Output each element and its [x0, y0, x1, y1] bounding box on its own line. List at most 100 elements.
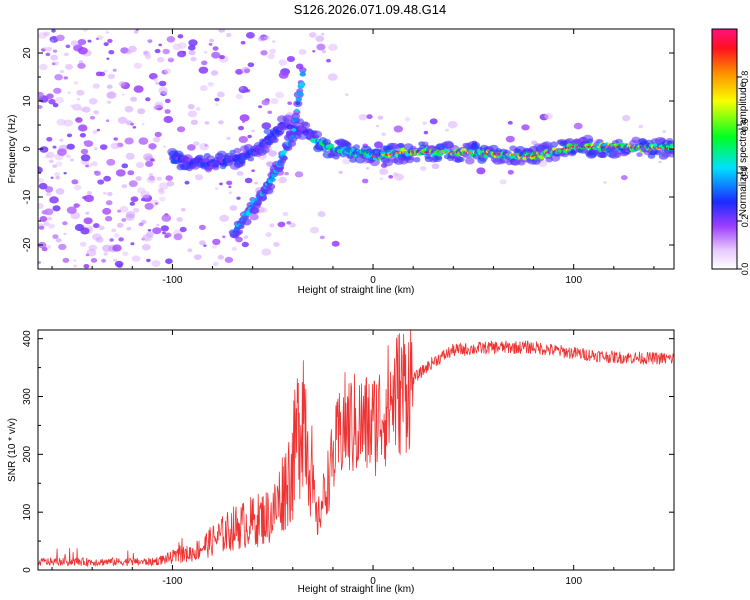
heatmap-cell	[58, 243, 67, 251]
heatmap-cell	[38, 182, 48, 190]
heatmap-cell	[447, 120, 458, 129]
heatmap-cell	[55, 175, 60, 180]
heatmap-cell	[65, 44, 71, 49]
heatmap-cell	[379, 177, 384, 181]
heatmap-cell	[177, 126, 186, 133]
heatmap-cell	[379, 168, 389, 175]
snr-ytick-label: 300	[22, 388, 33, 405]
heatmap-cell	[102, 244, 112, 252]
heatmap-cell	[135, 176, 142, 181]
heatmap-cell	[268, 150, 277, 157]
colorbar: 0.0 0.2 0.4 0.6 0.8 Normalized spectral ampl…	[711, 28, 750, 275]
heatmap-cell	[358, 114, 368, 121]
heatmap-cell	[56, 118, 66, 126]
heatmap-cell	[80, 148, 89, 155]
heatmap-cell	[225, 32, 232, 38]
heatmap-cell	[89, 115, 96, 120]
heatmap-cell	[199, 240, 206, 246]
heatmap-cell	[62, 221, 68, 226]
heatmap-cell	[249, 213, 259, 221]
heatmap-cell	[70, 158, 74, 162]
heatmap-cell	[299, 71, 306, 77]
heatmap-cell	[278, 71, 289, 79]
heatmap-cell	[85, 211, 90, 215]
snr-frame	[37, 329, 675, 571]
heatmap-cell	[158, 190, 165, 195]
heatmap-cell	[50, 39, 55, 42]
heatmap-cell	[311, 130, 323, 139]
heatmap-cell	[275, 91, 285, 99]
heatmap-cell	[121, 184, 128, 189]
heatmap-cell	[331, 240, 340, 247]
heatmap-cell	[113, 258, 118, 262]
colorbar-tick-label: 0.4	[740, 167, 750, 180]
heatmap-cell	[317, 211, 326, 218]
snr-xlabel: Height of straight line (km)	[298, 584, 415, 595]
snr-series-line	[38, 330, 674, 568]
heatmap-cell	[153, 77, 159, 82]
heatmap-cell	[152, 227, 162, 235]
heatmap-cell	[281, 155, 288, 161]
heatmap-cell	[298, 49, 307, 55]
heatmap-cell	[247, 134, 252, 139]
heatmap-cell	[638, 124, 644, 129]
heatmap-cell	[109, 238, 114, 242]
heatmap-cell	[222, 235, 226, 239]
heatmap-cell	[210, 70, 219, 76]
heatmap-cell	[65, 154, 71, 159]
heatmap-cell	[84, 194, 94, 203]
snr-xtick-label: 100	[565, 576, 582, 587]
heatmap-cell	[83, 217, 93, 225]
heatmap-cell	[476, 167, 486, 175]
heatmap-cell	[55, 161, 63, 167]
heatmap-cell	[57, 148, 67, 156]
heatmap-cell	[138, 137, 149, 145]
heatmap-cell	[95, 71, 103, 77]
heatmap-cell	[46, 93, 54, 99]
heatmap-cell	[136, 161, 145, 169]
heatmap-cell	[172, 159, 180, 165]
heatmap-cell	[226, 180, 233, 186]
heatmap-cell	[176, 217, 183, 222]
snr-xtick-label: -100	[162, 576, 182, 587]
heatmap-cell	[573, 122, 583, 130]
heatmap-cell	[184, 180, 190, 185]
heatmap-cell	[161, 214, 172, 222]
heatmap-cell	[121, 218, 127, 222]
heatmap-cell	[55, 238, 62, 243]
heatmap-cell	[70, 40, 79, 47]
figure-title: S126.2026.071.09.48.G14	[294, 2, 447, 17]
heatmap-cell	[294, 108, 299, 113]
heatmap-cell	[151, 260, 161, 268]
heatmap-cell	[73, 259, 77, 262]
heatmap-cell	[150, 158, 155, 162]
heatmap-cell	[125, 152, 135, 160]
heatmap-cell	[658, 160, 662, 164]
snr-axes: -100 0 100 0 100 200 300 400	[22, 330, 674, 587]
heatmap-cell	[264, 35, 270, 40]
heatmap-cell	[267, 110, 273, 115]
heatmap-cell	[162, 91, 168, 96]
heatmap-cell	[85, 164, 89, 168]
heatmap-cell	[244, 177, 253, 184]
heatmap-cell	[78, 60, 83, 64]
heatmap-cell	[52, 103, 59, 108]
heatmap-xtick-label: 0	[370, 275, 376, 286]
heatmap-cell	[381, 132, 386, 136]
heatmap-cell	[48, 223, 55, 229]
heatmap-cell	[98, 225, 105, 231]
heatmap-cell	[97, 179, 105, 185]
heatmap-cell	[99, 144, 108, 151]
heatmap-cell	[586, 138, 594, 144]
colorbar-tick-label: 0.6	[740, 119, 750, 132]
heatmap-cell	[45, 46, 52, 52]
heatmap-cell	[79, 241, 87, 247]
heatmap-cell	[287, 101, 293, 105]
heatmap-cell	[105, 31, 110, 34]
heatmap-cell	[39, 216, 48, 222]
heatmap-cell	[190, 56, 197, 62]
heatmap-cell	[251, 169, 255, 172]
heatmap-cell	[55, 188, 65, 195]
heatmap-cell	[128, 180, 138, 188]
heatmap-cell	[296, 91, 304, 97]
